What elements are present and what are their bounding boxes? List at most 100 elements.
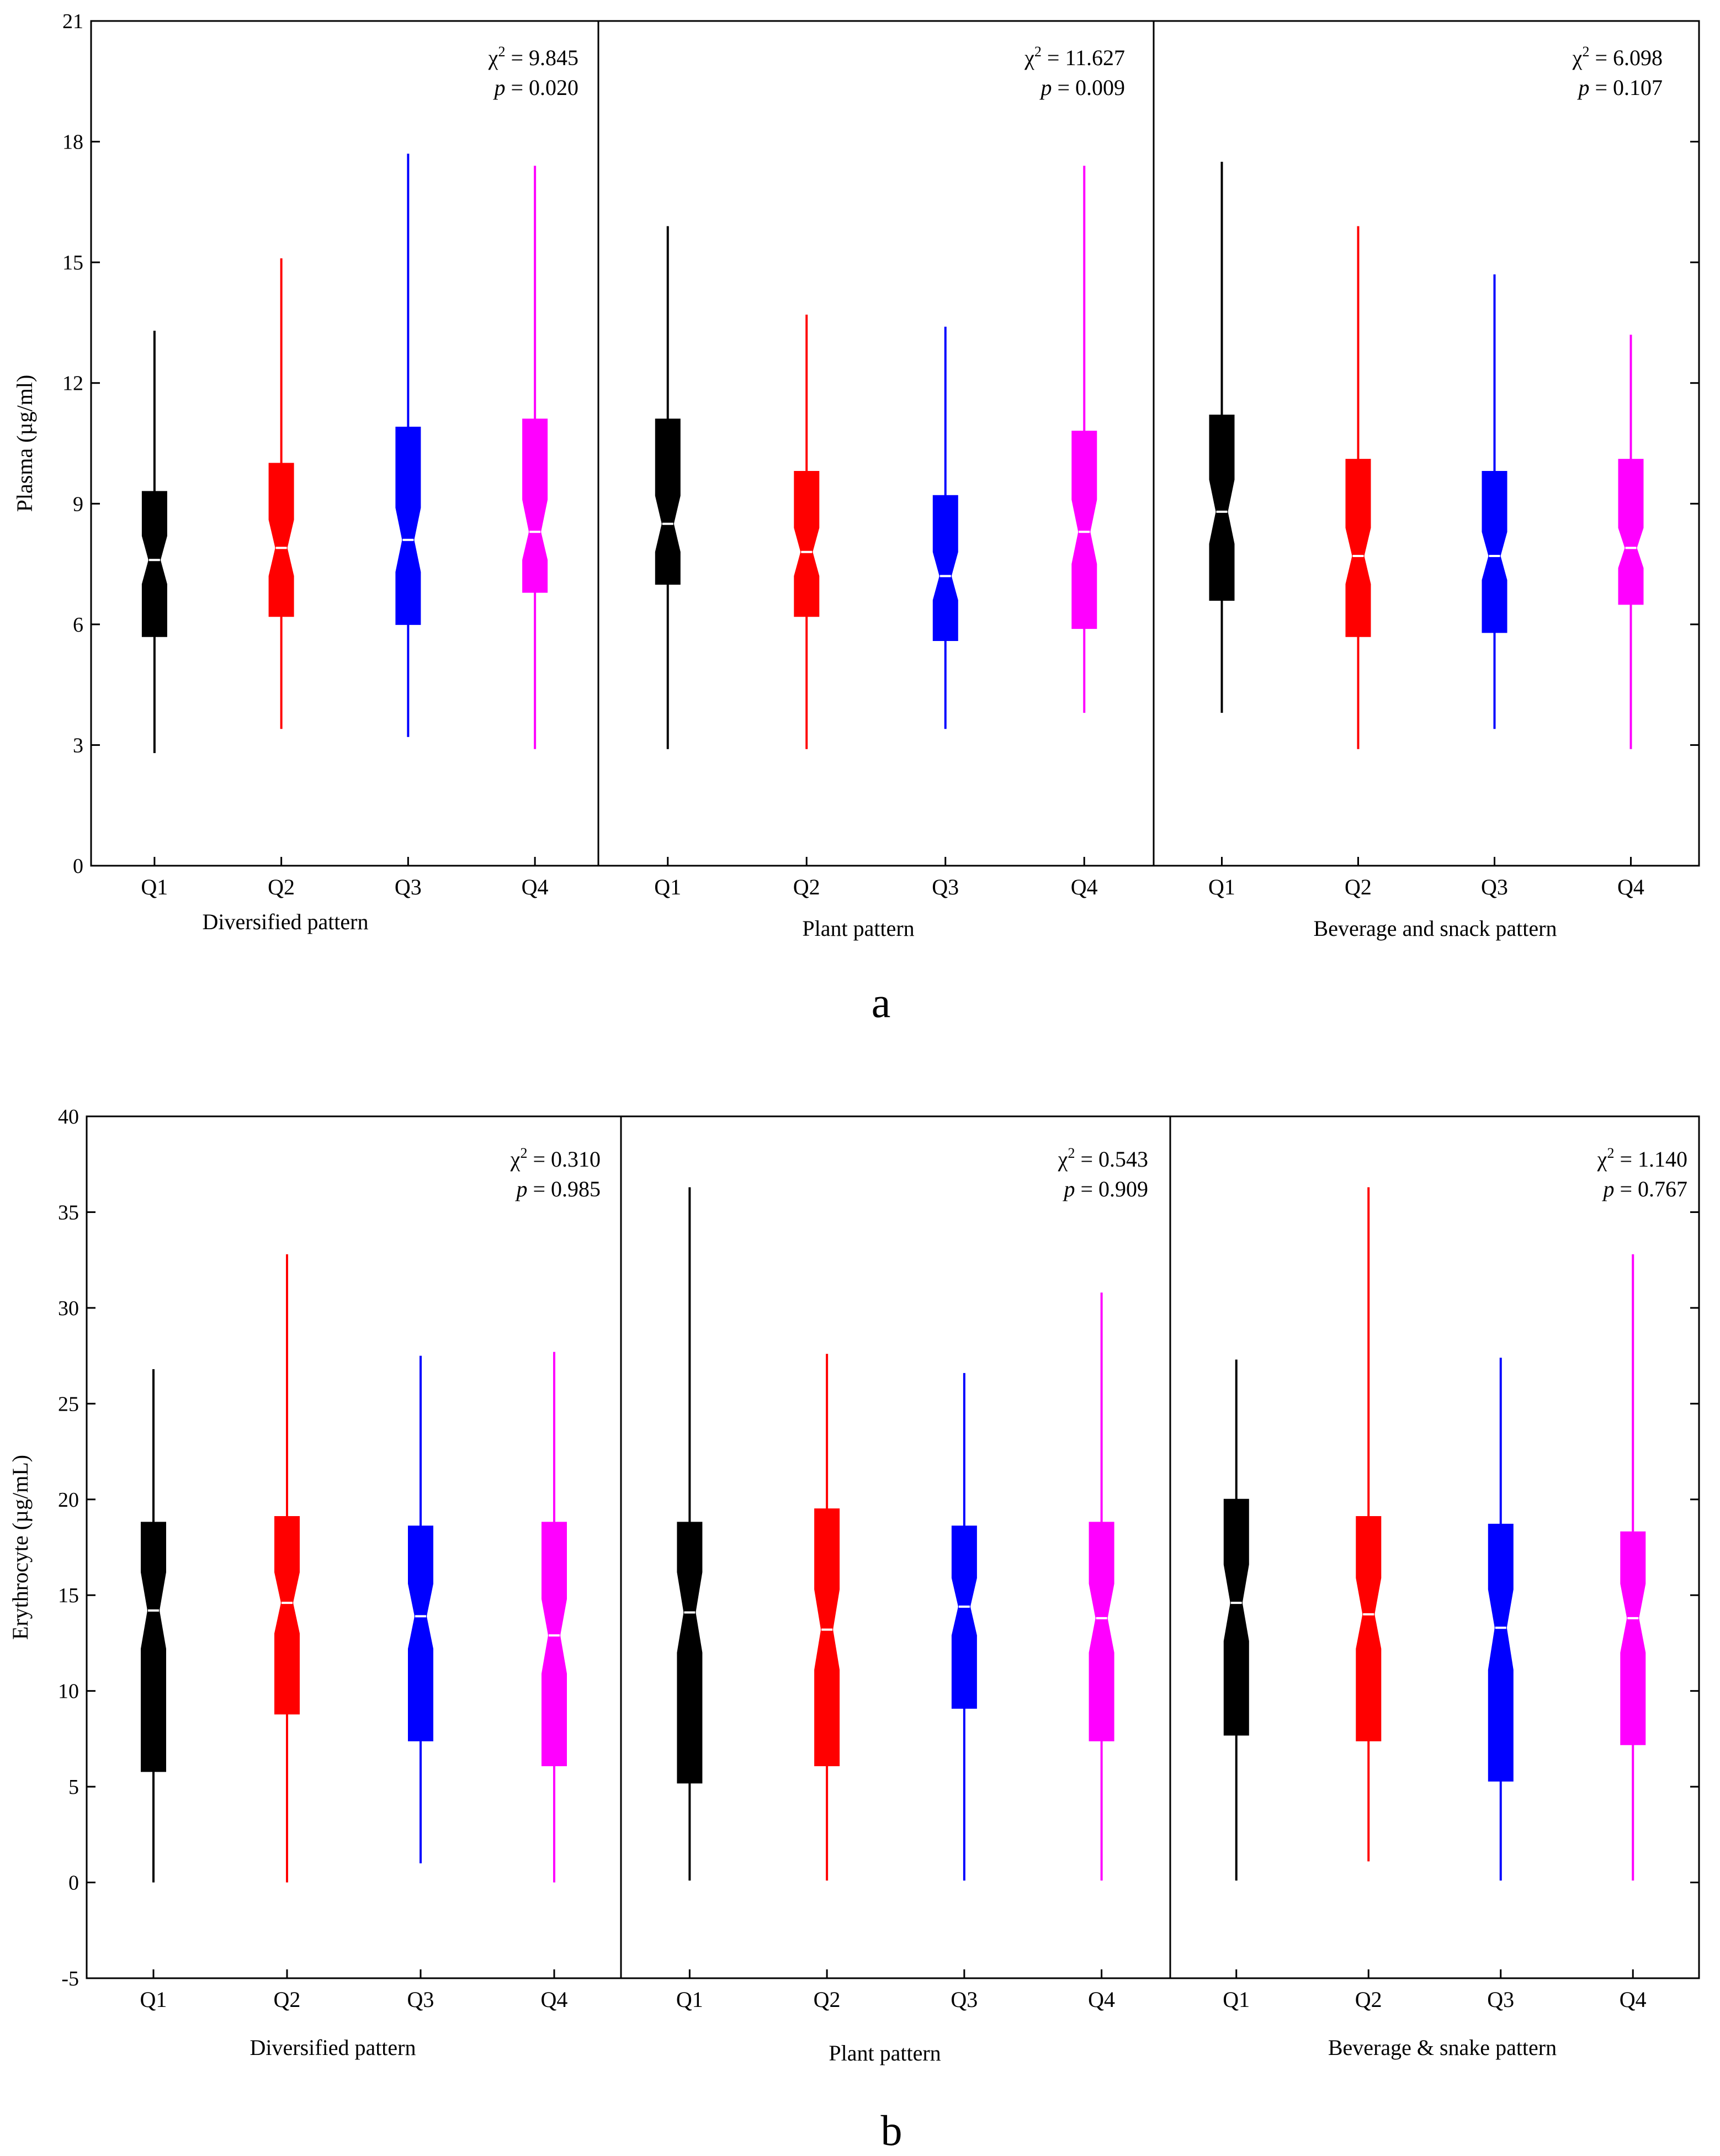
- box-Q1: Q1: [1223, 1359, 1250, 2012]
- box-Q1: Q1: [140, 1369, 167, 2012]
- box-Q3: Q3: [932, 326, 959, 899]
- y-tick-label: 25: [58, 1392, 79, 1416]
- x-tick-label-Q2: Q2: [1345, 875, 1372, 899]
- chi-superscript: 2: [1582, 44, 1589, 60]
- notched-box: [395, 426, 421, 625]
- p-value: = 0.767: [1614, 1177, 1687, 1201]
- notched-box: [542, 1522, 567, 1766]
- plot-frame: [90, 20, 1700, 867]
- chi-superscript: 2: [498, 44, 505, 60]
- p-value-stat: p = 0.767: [1601, 1177, 1687, 1201]
- y-tick-label: 6: [73, 613, 83, 637]
- chart-a-plasma: 0 3 6 9 12 15 18 21 Plasma (µg/ml) Q1 Q2 Q3 Q4 Divers…: [12, 10, 1700, 1026]
- p-value-stat: p = 0.909: [1062, 1177, 1148, 1201]
- box-Q1: Q1: [654, 226, 681, 899]
- x-tick-label-Q1: Q1: [676, 1987, 703, 2012]
- notched-box: [408, 1525, 433, 1741]
- box-Q1: Q1: [141, 331, 168, 899]
- panel-label: a: [872, 978, 891, 1026]
- y-tick-label: 20: [58, 1488, 79, 1512]
- y-tick-label: 12: [62, 372, 83, 395]
- y-tick-label: 9: [73, 492, 83, 516]
- chi-value: = 1.140: [1614, 1147, 1687, 1172]
- box-Q2: Q2: [268, 258, 295, 899]
- x-tick-label-Q4: Q4: [1617, 875, 1644, 899]
- p-symbol: p: [1576, 75, 1589, 100]
- notched-box: [951, 1525, 977, 1709]
- chi-value: = 11.627: [1042, 45, 1125, 70]
- box-Q3: Q3: [1487, 1358, 1514, 2012]
- box-Q2: Q2: [814, 1354, 841, 2012]
- y-tick-label: 5: [68, 1776, 79, 1799]
- box-Q2: Q2: [793, 314, 820, 899]
- group-label: Beverage & snake pattern: [1328, 2035, 1557, 2060]
- group-label: Plant pattern: [829, 2041, 941, 2065]
- chi-symbol: χ: [1572, 45, 1583, 70]
- box-Q3: Q3: [1481, 274, 1508, 899]
- box-Q2: Q2: [1355, 1187, 1382, 2012]
- group-label: Diversified pattern: [250, 2035, 416, 2060]
- chi-value: = 0.543: [1075, 1147, 1148, 1172]
- x-tick-label-Q1: Q1: [141, 875, 168, 899]
- group-3: Q1 Q2 Q3 Q4 Beverage and snack pattern χ2 = 6…: [1208, 44, 1663, 941]
- y-axis-label: Erythrocyte (µg/mL): [8, 1455, 33, 1640]
- group-2: Q1 Q2 Q3 Q4 Plant pattern χ2 = 11.627 p = 0.00…: [654, 44, 1125, 941]
- p-symbol: p: [1601, 1177, 1614, 1201]
- notched-box: [655, 419, 681, 585]
- notched-box: [522, 419, 548, 593]
- box-Q4: Q4: [522, 166, 549, 899]
- chi-square-stat: χ2 = 9.845: [488, 44, 578, 70]
- chi-square-stat: χ2 = 11.627: [1024, 44, 1125, 70]
- p-symbol: p: [514, 1177, 527, 1201]
- chi-superscript: 2: [1607, 1145, 1614, 1161]
- chi-superscript: 2: [520, 1145, 527, 1161]
- x-tick-label-Q1: Q1: [1208, 875, 1235, 899]
- x-tick-label-Q2: Q2: [793, 875, 820, 899]
- group-3: Q1 Q2 Q3 Q4 Beverage & snake pattern χ2 = 1.1…: [1223, 1145, 1687, 2060]
- notched-box: [1345, 459, 1371, 637]
- y-tick-label: 10: [58, 1680, 79, 1703]
- x-tick-label-Q3: Q3: [932, 875, 959, 899]
- box-Q4: Q4: [1071, 166, 1098, 899]
- notched-box: [141, 491, 167, 637]
- x-tick-label-Q3: Q3: [395, 875, 422, 899]
- box-Q2: Q2: [274, 1254, 300, 2012]
- notched-box: [268, 463, 294, 617]
- box-Q3: Q3: [407, 1355, 434, 2012]
- notched-box: [1356, 1516, 1382, 1741]
- y-tick-label: 21: [62, 10, 83, 33]
- notched-box: [1488, 1523, 1514, 1782]
- chi-symbol: χ: [1058, 1147, 1068, 1172]
- y-tick-label: 3: [73, 734, 83, 757]
- x-tick-label-Q1: Q1: [140, 1987, 167, 2012]
- x-tick-label-Q2: Q2: [1355, 1987, 1382, 2012]
- notched-box: [1618, 459, 1644, 605]
- group-label: Beverage and snack pattern: [1314, 916, 1557, 941]
- notched-box: [1071, 431, 1097, 629]
- box-Q2: Q2: [1345, 226, 1372, 899]
- notched-box: [1209, 415, 1235, 601]
- y-tick-label: 15: [62, 251, 83, 274]
- y-tick-label: 0: [73, 855, 83, 878]
- chi-value: = 0.310: [527, 1147, 601, 1172]
- p-symbol: p: [1039, 75, 1052, 100]
- x-tick-label-Q4: Q4: [1071, 875, 1098, 899]
- chi-superscript: 2: [1034, 44, 1042, 60]
- chi-symbol: χ: [488, 45, 498, 70]
- x-tick-label-Q2: Q2: [268, 875, 295, 899]
- chi-square-stat: χ2 = 0.543: [1058, 1145, 1148, 1172]
- x-tick-label-Q3: Q3: [407, 1987, 434, 2012]
- x-tick-label-Q4: Q4: [541, 1987, 568, 2012]
- chi-symbol: χ: [510, 1147, 521, 1172]
- box-Q3: Q3: [951, 1373, 978, 2012]
- x-tick-label-Q3: Q3: [1487, 1987, 1514, 2012]
- notched-box: [814, 1508, 840, 1766]
- box-Q4: Q4: [1620, 1254, 1647, 2012]
- panel-label: b: [881, 2106, 903, 2154]
- chi-square-stat: χ2 = 6.098: [1572, 44, 1663, 70]
- chi-symbol: χ: [1597, 1147, 1607, 1172]
